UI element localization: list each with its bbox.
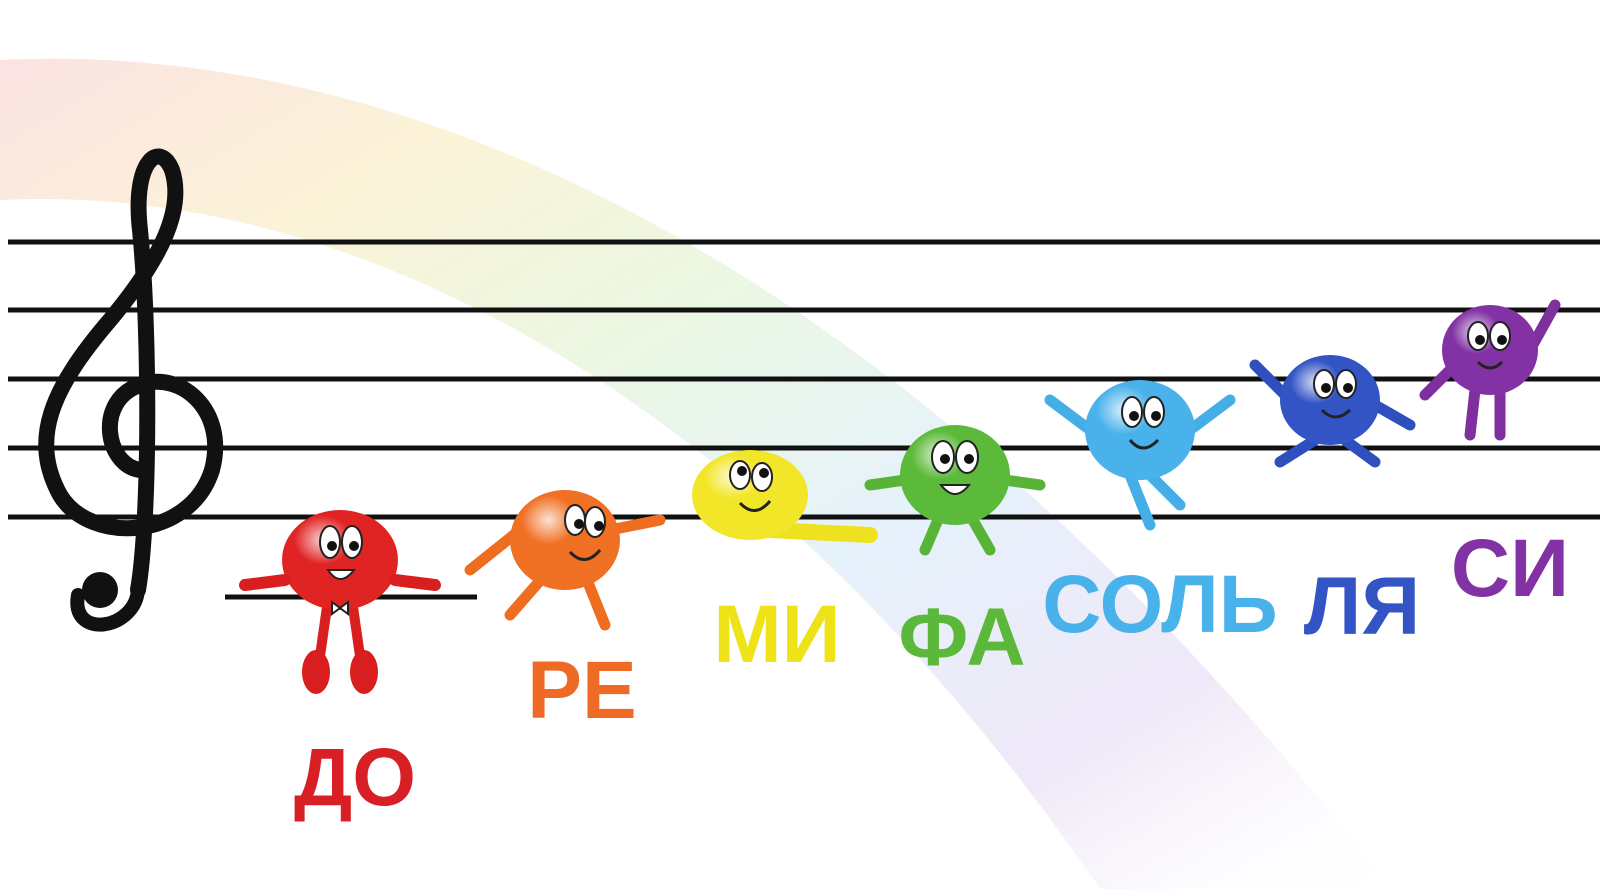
note-character <box>692 450 878 543</box>
note-characters <box>239 299 1561 694</box>
note-character <box>1249 355 1416 468</box>
note-character <box>864 425 1046 556</box>
note-character <box>1044 380 1236 531</box>
note-label: РЕ <box>527 645 636 736</box>
note-character <box>1419 299 1561 441</box>
note-label: МИ <box>713 589 840 680</box>
note-label: ЛЯ <box>1304 561 1420 652</box>
note-label: СИ <box>1451 523 1569 614</box>
note-character <box>464 490 666 631</box>
note-character <box>239 510 441 694</box>
note-label: СОЛЬ <box>1042 559 1277 650</box>
rainbow <box>0 58 1392 889</box>
treble-clef <box>38 148 224 632</box>
note-label: ДО <box>294 732 416 823</box>
note-labels: ДО РЕ МИ ФА СОЛЬ ЛЯ СИ <box>294 523 1569 823</box>
note-label: ФА <box>898 592 1025 683</box>
